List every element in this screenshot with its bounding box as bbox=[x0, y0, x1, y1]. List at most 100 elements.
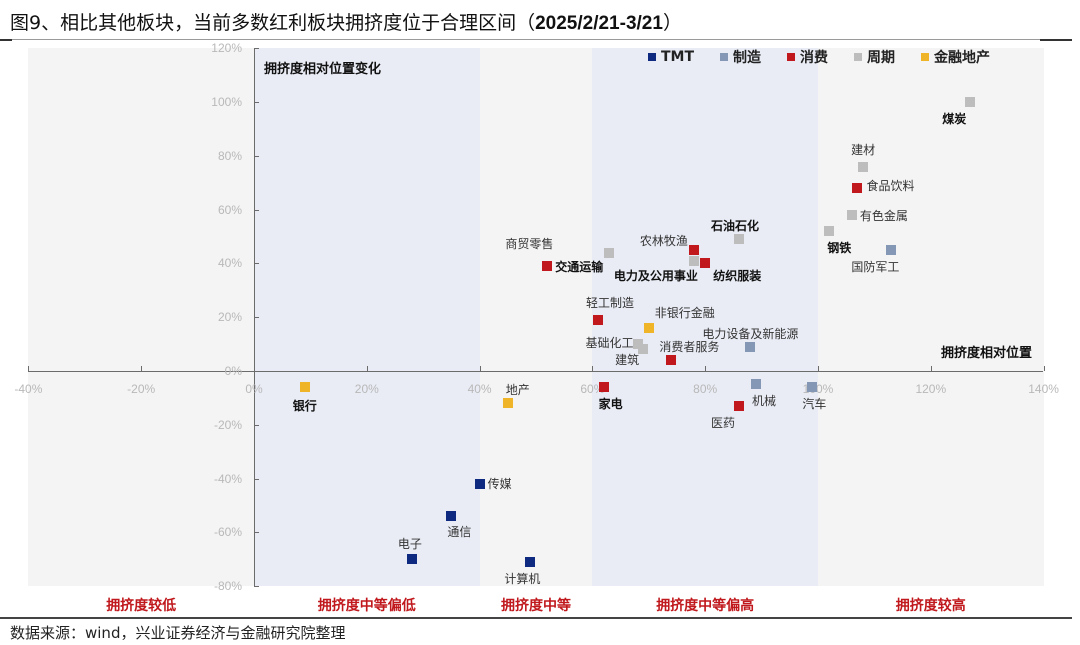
legend-label: 消费 bbox=[800, 50, 829, 66]
data-point-marker[interactable] bbox=[807, 382, 818, 393]
y-tick-label: -60% bbox=[213, 525, 242, 540]
title-suffix: ） bbox=[662, 12, 682, 34]
data-point-label: 建筑 bbox=[615, 353, 640, 368]
legend-item: 金融地产 bbox=[921, 47, 990, 67]
data-point-marker[interactable] bbox=[688, 255, 699, 266]
zone-label: 拥挤度中等偏高 bbox=[656, 598, 755, 614]
data-point-marker[interactable] bbox=[734, 400, 745, 411]
x-tick bbox=[705, 366, 707, 371]
x-tick-label: -20% bbox=[127, 382, 156, 396]
data-point-marker[interactable] bbox=[299, 382, 310, 393]
legend-label: TMT bbox=[661, 49, 695, 65]
y-tick bbox=[254, 532, 259, 534]
legend-swatch-icon bbox=[720, 53, 729, 61]
data-point-marker[interactable] bbox=[604, 247, 615, 258]
data-point-label: 机械 bbox=[751, 394, 776, 409]
data-point-marker[interactable] bbox=[593, 314, 604, 325]
data-point-label: 非银行金融 bbox=[654, 305, 715, 320]
data-point-label: 传媒 bbox=[487, 476, 512, 491]
data-point-marker[interactable] bbox=[886, 244, 897, 255]
data-point-marker[interactable] bbox=[734, 234, 745, 245]
data-point-marker[interactable] bbox=[852, 183, 863, 194]
x-tick-label: 0% bbox=[245, 382, 263, 396]
x-axis bbox=[28, 371, 1043, 372]
data-point-label: 汽车 bbox=[802, 397, 827, 412]
data-point-label: 国防军工 bbox=[851, 259, 900, 274]
data-point-label: 钢铁 bbox=[827, 241, 852, 256]
data-point-marker[interactable] bbox=[502, 398, 513, 409]
data-point-marker[interactable] bbox=[965, 97, 976, 107]
y-tick-label: 40% bbox=[217, 256, 242, 271]
x-tick-label: 20% bbox=[354, 382, 379, 396]
legend-label: 制造 bbox=[733, 50, 762, 66]
x-tick-label: 40% bbox=[467, 382, 492, 396]
y-tick bbox=[254, 586, 259, 588]
title-text: 图9、相比其他板块，当前多数红利板块拥挤度位于合理区间（ bbox=[10, 12, 536, 34]
data-point-marker[interactable] bbox=[632, 339, 643, 350]
x-tick bbox=[1043, 366, 1045, 371]
figure-title: 图9、相比其他板块，当前多数红利板块拥挤度位于合理区间（2025/2/21-3/… bbox=[10, 8, 682, 35]
data-point-marker[interactable] bbox=[474, 478, 485, 489]
data-point-label: 纺织服装 bbox=[713, 269, 762, 284]
data-point-marker[interactable] bbox=[525, 556, 536, 567]
legend-swatch-icon bbox=[787, 53, 796, 61]
data-point-label: 煤炭 bbox=[942, 112, 967, 126]
zone-band bbox=[479, 48, 593, 586]
data-point-marker[interactable] bbox=[446, 511, 457, 522]
data-point-marker[interactable] bbox=[598, 382, 609, 393]
data-point-label: 家电 bbox=[598, 397, 623, 412]
y-tick-label: 60% bbox=[217, 202, 242, 217]
x-tick bbox=[930, 366, 932, 371]
y-tick-label: -80% bbox=[213, 579, 242, 594]
zone-band bbox=[254, 48, 480, 586]
x-tick bbox=[592, 366, 594, 371]
data-point-marker[interactable] bbox=[406, 554, 417, 565]
data-point-marker[interactable] bbox=[745, 341, 756, 352]
y-tick-label: 100% bbox=[211, 95, 242, 109]
y-tick-label: 20% bbox=[217, 310, 242, 325]
legend-swatch-icon bbox=[648, 53, 656, 61]
top-rule-accent-right bbox=[1040, 39, 1072, 41]
x-tick-label: 60% bbox=[580, 382, 605, 396]
legend-swatch-icon bbox=[854, 53, 863, 61]
y-tick-label: -20% bbox=[213, 417, 242, 432]
y-tick bbox=[254, 209, 259, 211]
legend: TMT 制造 消费 周期 金融地产 bbox=[648, 47, 1016, 67]
y-tick bbox=[254, 263, 259, 265]
data-point-label: 交通运输 bbox=[555, 260, 604, 275]
data-point-marker[interactable] bbox=[638, 344, 649, 355]
y-tick-label: 0% bbox=[224, 364, 242, 378]
zone-label: 拥挤度较高 bbox=[895, 598, 966, 614]
x-tick-label: 80% bbox=[693, 382, 718, 396]
data-point-marker[interactable] bbox=[846, 209, 857, 220]
y-tick bbox=[254, 317, 259, 319]
source-note: 数据来源：wind，兴业证券经济与金融研究院整理 bbox=[10, 624, 346, 642]
x-tick-label: 120% bbox=[915, 382, 947, 396]
data-point-marker[interactable] bbox=[542, 261, 553, 272]
data-point-label: 通信 bbox=[447, 525, 472, 540]
data-point-marker[interactable] bbox=[858, 161, 869, 172]
data-point-marker[interactable] bbox=[688, 244, 699, 255]
data-point-marker[interactable] bbox=[700, 258, 711, 269]
x-tick bbox=[254, 366, 255, 371]
x-tick-label: -40% bbox=[14, 382, 43, 396]
data-point-label: 有色金属 bbox=[859, 208, 908, 223]
data-point-label: 电力及公用事业 bbox=[613, 268, 698, 283]
data-point-label: 基础化工 bbox=[585, 336, 634, 351]
y-tick bbox=[254, 371, 259, 372]
data-point-label: 石油石化 bbox=[711, 219, 760, 234]
y-axis-title: 拥挤度相对位置变化 bbox=[264, 62, 382, 77]
x-axis-title: 拥挤度相对位置 bbox=[941, 346, 1033, 361]
zone-band bbox=[818, 48, 1044, 586]
data-point-label: 电力设备及新能源 bbox=[702, 326, 799, 341]
y-tick bbox=[254, 102, 259, 103]
data-point-marker[interactable] bbox=[643, 322, 654, 333]
data-point-marker[interactable] bbox=[824, 226, 835, 237]
data-point-marker[interactable] bbox=[666, 355, 677, 366]
legend-item: 周期 bbox=[854, 47, 895, 67]
y-tick-label: 120% bbox=[211, 41, 242, 56]
x-tick-label: 140% bbox=[1028, 382, 1059, 396]
data-point-marker[interactable] bbox=[750, 379, 761, 390]
y-tick bbox=[254, 424, 259, 426]
